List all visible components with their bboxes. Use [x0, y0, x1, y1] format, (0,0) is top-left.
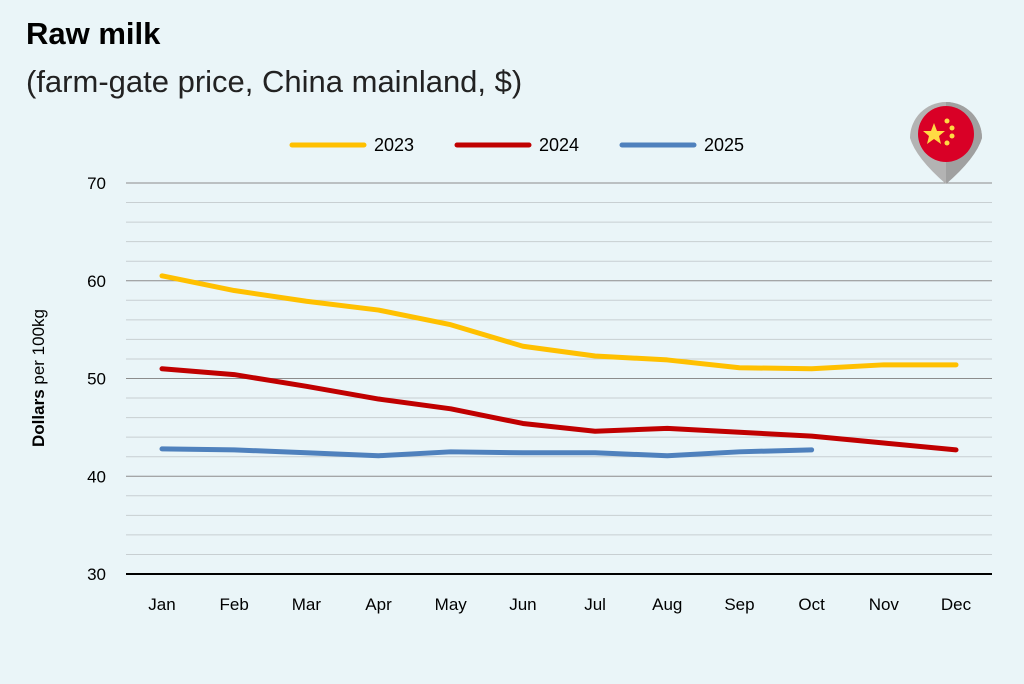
y-axis-label: Dollars per 100kg	[29, 309, 48, 447]
x-tick-label: Sep	[724, 595, 754, 614]
y-tick-label: 50	[87, 370, 106, 389]
series-line-2025	[159, 446, 815, 459]
legend-label-2024: 2024	[539, 135, 579, 155]
legend-label-2023: 2023	[374, 135, 414, 155]
x-tick-label: Jan	[148, 595, 175, 614]
china-flag-pin-icon	[910, 102, 982, 184]
chart-subtitle: (farm-gate price, China mainland, $)	[26, 64, 523, 99]
x-tick-label: Apr	[365, 595, 392, 614]
series-line-2023	[159, 273, 959, 372]
x-tick-label: Mar	[292, 595, 322, 614]
x-tick-label: Jul	[584, 595, 606, 614]
y-tick-label: 70	[87, 174, 106, 193]
x-tick-label: Dec	[941, 595, 972, 614]
chart-title: Raw milk	[26, 16, 161, 51]
x-tick-label: Feb	[220, 595, 249, 614]
x-tick-label: Jun	[509, 595, 536, 614]
x-tick-label: Nov	[869, 595, 900, 614]
y-tick-label: 40	[87, 467, 106, 486]
series-line-2024	[159, 366, 959, 453]
x-tick-label: Aug	[652, 595, 682, 614]
y-tick-label: 60	[87, 272, 106, 291]
x-tick-label: Oct	[798, 595, 825, 614]
legend-label-2025: 2025	[704, 135, 744, 155]
x-tick-label: May	[435, 595, 468, 614]
y-tick-label: 30	[87, 565, 106, 584]
